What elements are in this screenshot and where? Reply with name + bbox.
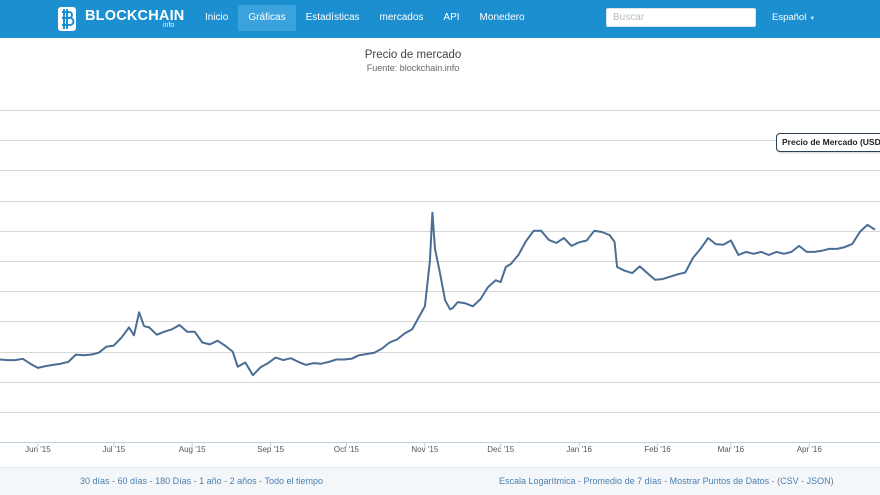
range-30-days[interactable]: 30 días [80, 476, 110, 486]
export-csv-link[interactable]: CSV [780, 476, 799, 486]
nav-mercados[interactable]: mercados [379, 12, 424, 23]
x-tick-label: Oct '15 [334, 445, 360, 454]
log-scale-link[interactable]: Escala Logarítmica [499, 476, 576, 486]
x-tick-label: Feb '16 [644, 445, 671, 454]
moving-average-link[interactable]: Promedio de 7 días [583, 476, 662, 486]
nav-inicio[interactable]: Inicio [205, 12, 229, 23]
x-tick-label: Sep '15 [257, 445, 284, 454]
range-2-years[interactable]: 2 años [229, 476, 257, 486]
x-tick-label: Nov '15 [411, 445, 438, 454]
x-tick-label: Jun '15 [25, 445, 51, 454]
time-range-links: 30 días - 60 días - 180 Días - 1 año - 2… [80, 476, 324, 486]
brand-subtext: info [163, 22, 175, 29]
show-data-points-link[interactable]: Mostrar Puntos de Datos [669, 476, 770, 486]
chart-footer: 30 días - 60 días - 180 Días - 1 año - 2… [0, 467, 880, 495]
price-chart[interactable]: Jun '15 Jul '15 Aug '15 Sep '15 Oct '15 Nov '… [0, 0, 880, 467]
chevron-down-icon: ▼ [809, 16, 816, 22]
nav-monedero[interactable]: Monedero [479, 12, 525, 23]
chart-series [0, 211, 876, 377]
language-dropdown[interactable]: Español ▼ [772, 12, 815, 23]
blockchain-logo-icon [58, 7, 76, 31]
series-tooltip: Precio de Mercado (USD) [776, 133, 880, 152]
chart-subtitle: Fuente: blockchain.info [366, 63, 460, 73]
x-tick-label: Apr '16 [797, 445, 823, 454]
x-tick-label: Jan '16 [566, 445, 592, 454]
x-tick-label: Dec '15 [487, 445, 514, 454]
chart-grid [0, 110, 880, 443]
range-1-year[interactable]: 1 año [199, 476, 222, 486]
nav-links: Inicio Gráficas Estadísticas mercados AP… [195, 5, 535, 31]
chart-option-links: Escala Logarítmica - Promedio de 7 días … [499, 476, 834, 486]
brand-name: BLOCKCHAIN [85, 8, 185, 24]
nav-graficas[interactable]: Gráficas [238, 5, 296, 31]
price-series-line [0, 211, 876, 377]
export-json-link[interactable]: JSON [806, 476, 831, 486]
x-axis: Jun '15 Jul '15 Aug '15 Sep '15 Oct '15 Nov '… [25, 442, 822, 454]
top-navbar: BLOCKCHAIN info Inicio Gráficas Estadíst… [0, 0, 880, 38]
x-tick-label: Mar '16 [718, 445, 745, 454]
x-tick-label: Jul '15 [102, 445, 125, 454]
language-label: Español [772, 12, 807, 23]
range-all-time[interactable]: Todo el tiempo [264, 476, 324, 486]
nav-api[interactable]: API [443, 12, 460, 23]
search-input[interactable] [606, 8, 756, 27]
nav-estadisticas[interactable]: Estadísticas [305, 12, 360, 23]
range-60-days[interactable]: 60 días [117, 476, 148, 486]
chart-title: Precio de mercado [364, 49, 462, 61]
x-tick-label: Aug '15 [179, 445, 206, 454]
brand-logo[interactable]: BLOCKCHAIN info [57, 5, 184, 33]
range-180-days[interactable]: 180 Días [155, 476, 192, 486]
